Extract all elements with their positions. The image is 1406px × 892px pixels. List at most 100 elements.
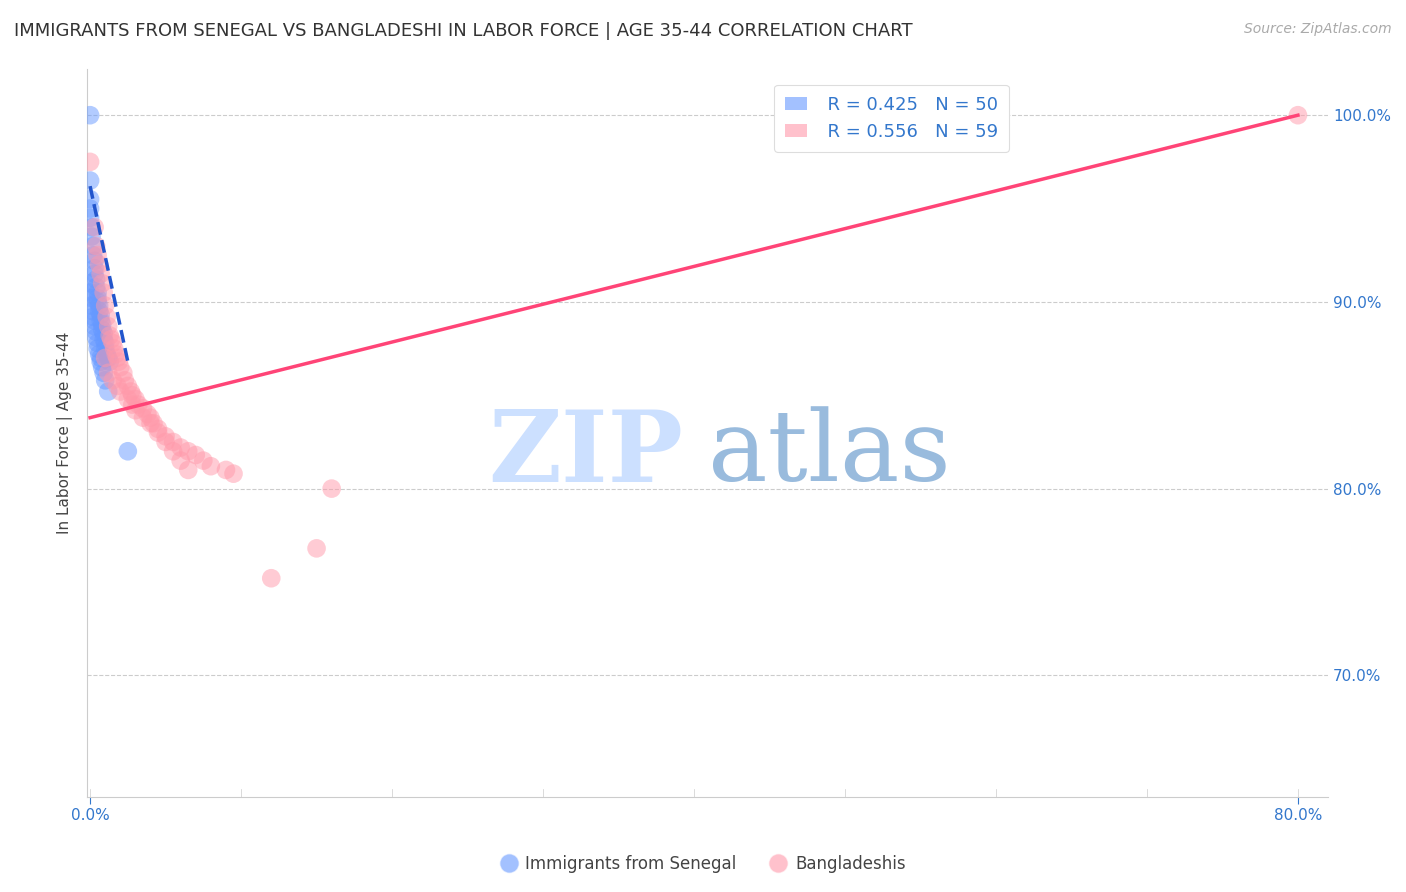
Point — [112, 366, 135, 380]
Point — [101, 336, 124, 351]
Point — [121, 398, 143, 412]
Point — [83, 319, 105, 334]
Point — [105, 379, 128, 393]
Point — [105, 351, 128, 365]
Point — [103, 342, 125, 356]
Point — [90, 313, 112, 327]
Point — [97, 384, 120, 399]
Point — [200, 459, 222, 474]
Point — [215, 463, 238, 477]
Point — [90, 354, 112, 368]
Point — [90, 267, 112, 281]
Point — [84, 272, 107, 286]
Point — [91, 360, 114, 375]
Legend: Immigrants from Senegal, Bangladeshis: Immigrants from Senegal, Bangladeshis — [494, 848, 912, 880]
Point — [79, 285, 101, 300]
Point — [83, 220, 105, 235]
Point — [222, 467, 245, 481]
Point — [104, 347, 127, 361]
Point — [110, 360, 132, 375]
Point — [98, 354, 121, 368]
Point — [79, 108, 101, 122]
Point — [132, 410, 155, 425]
Point — [79, 192, 101, 206]
Point — [93, 366, 115, 380]
Point — [97, 319, 120, 334]
Point — [94, 342, 117, 356]
Text: IMMIGRANTS FROM SENEGAL VS BANGLADESHI IN LABOR FORCE | AGE 35-44 CORRELATION CH: IMMIGRANTS FROM SENEGAL VS BANGLADESHI I… — [14, 22, 912, 40]
Point — [91, 318, 114, 332]
Point — [170, 453, 193, 467]
Point — [142, 417, 165, 431]
Point — [132, 401, 155, 416]
Point — [170, 441, 193, 455]
Point — [97, 366, 120, 380]
Point — [79, 154, 101, 169]
Point — [90, 308, 112, 322]
Point — [260, 571, 283, 585]
Point — [127, 398, 149, 412]
Point — [101, 373, 124, 387]
Point — [146, 425, 169, 440]
Point — [120, 384, 142, 399]
Point — [79, 211, 101, 225]
Point — [83, 253, 105, 268]
Point — [321, 482, 343, 496]
Point — [98, 328, 121, 343]
Point — [84, 239, 107, 253]
Point — [82, 248, 104, 262]
Point — [83, 313, 105, 327]
Point — [86, 285, 108, 300]
Text: Source: ZipAtlas.com: Source: ZipAtlas.com — [1244, 22, 1392, 37]
Point — [93, 332, 115, 346]
Point — [94, 351, 117, 365]
Point — [97, 351, 120, 365]
Point — [94, 299, 117, 313]
Point — [82, 304, 104, 318]
Point — [89, 299, 111, 313]
Point — [82, 239, 104, 253]
Point — [79, 173, 101, 187]
Point — [117, 392, 139, 406]
Point — [114, 373, 136, 387]
Point — [110, 384, 132, 399]
Point — [155, 434, 177, 449]
Point — [83, 261, 105, 276]
Point — [124, 392, 146, 406]
Point — [136, 407, 159, 421]
Point — [89, 347, 111, 361]
Point — [96, 347, 118, 361]
Point — [79, 202, 101, 216]
Point — [305, 541, 328, 556]
Point — [124, 403, 146, 417]
Point — [146, 422, 169, 436]
Point — [139, 417, 162, 431]
Point — [86, 291, 108, 305]
Point — [117, 379, 139, 393]
Point — [82, 310, 104, 324]
Y-axis label: In Labor Force | Age 35-44: In Labor Force | Age 35-44 — [58, 332, 73, 533]
Legend:   R = 0.425   N = 50,   R = 0.556   N = 59: R = 0.425 N = 50, R = 0.556 N = 59 — [775, 85, 1010, 152]
Point — [184, 448, 207, 462]
Point — [86, 294, 108, 309]
Point — [96, 310, 118, 324]
Point — [100, 332, 122, 346]
Point — [80, 220, 103, 235]
Point — [84, 280, 107, 294]
Point — [117, 444, 139, 458]
Point — [162, 444, 184, 458]
Point — [107, 354, 129, 368]
Point — [91, 323, 114, 337]
Point — [94, 373, 117, 387]
Point — [91, 277, 114, 291]
Point — [90, 351, 112, 365]
Text: atlas: atlas — [707, 407, 950, 502]
Point — [162, 434, 184, 449]
Point — [139, 410, 162, 425]
Point — [86, 248, 108, 262]
Point — [93, 285, 115, 300]
Point — [177, 444, 200, 458]
Point — [79, 277, 101, 291]
Point — [84, 325, 107, 339]
Point — [177, 463, 200, 477]
